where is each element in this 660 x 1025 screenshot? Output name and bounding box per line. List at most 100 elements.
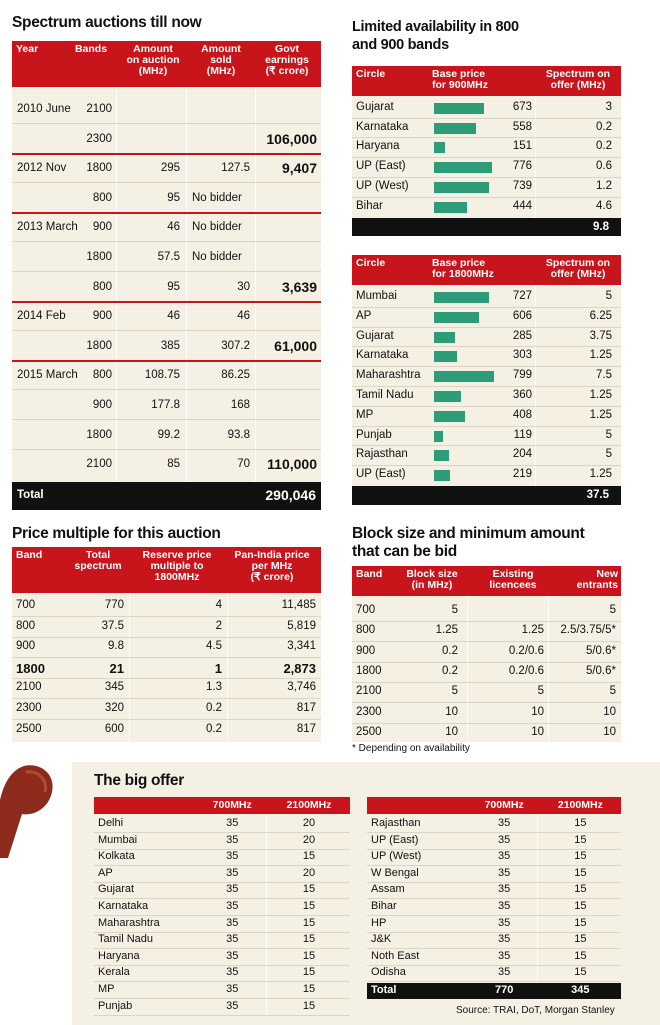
header-line: Amount: [201, 43, 241, 55]
block-band: 1800: [356, 664, 382, 677]
block-size: 5: [451, 604, 458, 616]
block-band: 2500: [356, 725, 382, 738]
price-bar: [434, 351, 457, 363]
multiple-price: 817: [296, 722, 316, 735]
header-line: 1800MHz: [154, 571, 200, 583]
auction-band: 2100: [86, 103, 112, 115]
offer-2100-value: 15: [302, 933, 316, 946]
auction-row: 2100 85 70 110,000: [12, 456, 321, 476]
spectrum-offer: 3.75: [589, 329, 612, 342]
multiple-total: 345: [104, 681, 124, 694]
multiple-band: 1800: [16, 660, 45, 676]
offer-total-700: 770: [494, 984, 514, 996]
row-line: [352, 661, 621, 663]
auction-band: 900: [92, 399, 112, 411]
table-header: Circle Base price for 1800MHz Spectrum on of…: [352, 255, 621, 285]
offer-col-2100: 2100MHz: [286, 799, 332, 811]
header-cell: Reserve price multiple to 1800MHz: [132, 550, 222, 583]
offer-circle: UP (East): [371, 833, 419, 846]
multiple-row: 2100 345 1.3 3,746: [12, 681, 321, 697]
offer-row: Punjab 35 15: [94, 1000, 350, 1015]
circle-name: Bihar: [356, 199, 383, 212]
base-price: 727: [512, 290, 532, 302]
offer-circle: AP: [98, 866, 113, 879]
auction-row: 1800 57.5 No bidder: [12, 249, 321, 269]
base-price: 799: [512, 369, 532, 382]
price-bar: [434, 430, 443, 442]
price-bar: [434, 142, 446, 154]
header-line: Block size: [406, 568, 458, 580]
row-line: [352, 425, 621, 427]
multiple-total: 37.5: [101, 619, 124, 632]
auction-amount: 385: [160, 339, 180, 352]
row-line: [367, 848, 621, 850]
offer-2100-value: 15: [574, 900, 587, 912]
offer-circle: Haryana: [98, 949, 140, 962]
offer-2100-value: 15: [302, 850, 316, 863]
block-row: 900 0.2 0.2/0.6 5/0.6*: [352, 645, 621, 661]
auction-total-row: Total 290,046: [12, 482, 321, 510]
column-divider: [116, 87, 117, 482]
base-price: 360: [512, 389, 532, 401]
block-band: 700: [356, 604, 376, 616]
auction-sold: 30: [237, 280, 250, 293]
block-title: Block size and minimum amount that can b…: [352, 525, 585, 561]
offer-2100-value: 20: [302, 817, 316, 829]
spectrum-offer: 0.6: [596, 160, 612, 173]
auction-sold: 127.5: [221, 162, 250, 175]
multiple-price: 2,873: [283, 660, 316, 676]
column-divider: [227, 593, 228, 742]
circle-name: MP: [356, 408, 374, 421]
auction-row: 800 95 No bidder: [12, 190, 321, 210]
block-size: 10: [445, 725, 458, 738]
auction-row: 2014 Feb 900 46 46: [12, 308, 321, 328]
auction-earnings: 110,000: [267, 456, 317, 473]
row-line: [367, 832, 621, 833]
header-cell: Band: [16, 550, 56, 561]
auction-sold: 46: [237, 310, 250, 323]
price-bar: [434, 470, 451, 482]
header-line: Base price: [432, 68, 486, 80]
header-line: Total: [85, 549, 111, 561]
row-line: [367, 881, 621, 883]
block-existing: 10: [531, 705, 544, 718]
offer-circle: Odisha: [371, 966, 406, 979]
auction-sold: 70: [237, 458, 250, 471]
auction-sold: No bidder: [192, 191, 242, 204]
price-bar: [434, 122, 476, 134]
circle-name: UP (West): [356, 179, 409, 192]
offer-row: Assam 35 15: [367, 883, 621, 898]
offer-circle: Bihar: [371, 900, 397, 912]
offer-row: Tamil Nadu 35 15: [94, 933, 350, 948]
row-line: [12, 182, 321, 184]
multiple-row: 900 9.8 4.5 3,341: [12, 640, 321, 656]
auction-amount: 108.75: [144, 369, 180, 382]
multiple-reserve: 4.5: [206, 640, 222, 653]
multiple-reserve: 1.3: [206, 681, 222, 694]
offer-row: Kolkata 35 15: [94, 850, 350, 865]
offer-circle: MP: [98, 983, 115, 995]
header-line: Circle: [356, 257, 386, 269]
header-line: Year: [16, 43, 39, 55]
spectrum-offer: 6.25: [589, 309, 612, 322]
block-existing: 0.2/0.6: [508, 664, 544, 677]
multiple-row: 2300 320 0.2 817: [12, 702, 321, 718]
multiple-price: 817: [296, 702, 316, 714]
multiple-band: 2100: [16, 681, 42, 694]
source-note: Source: TRAI, DoT, Morgan Stanley: [456, 1005, 615, 1016]
auction-sold: No bidder: [192, 251, 242, 263]
circle-row: UP (East) 776 0.6: [352, 160, 621, 176]
price-bar: [434, 391, 461, 402]
circle-row: Karnataka 303 1.25: [352, 349, 621, 365]
auction-row: 2010 June 2100: [12, 101, 321, 121]
offer-2100-value: 15: [302, 999, 316, 1012]
block-band: 2100: [356, 685, 382, 698]
offer-header: 700MHz 2100MHz: [367, 797, 621, 814]
block-panel: Band Block size (in MHz) Existing licencees N…: [352, 566, 621, 742]
limited-title-line-2: and 900 bands: [352, 37, 449, 53]
auction-row: 1800 99.2 93.8: [12, 427, 321, 447]
auction-band: 900: [92, 221, 112, 234]
block-size: 0.2: [442, 644, 458, 657]
offer-row: J&K 35 15: [367, 933, 621, 948]
auction-row: 900 177.8 168: [12, 397, 321, 417]
